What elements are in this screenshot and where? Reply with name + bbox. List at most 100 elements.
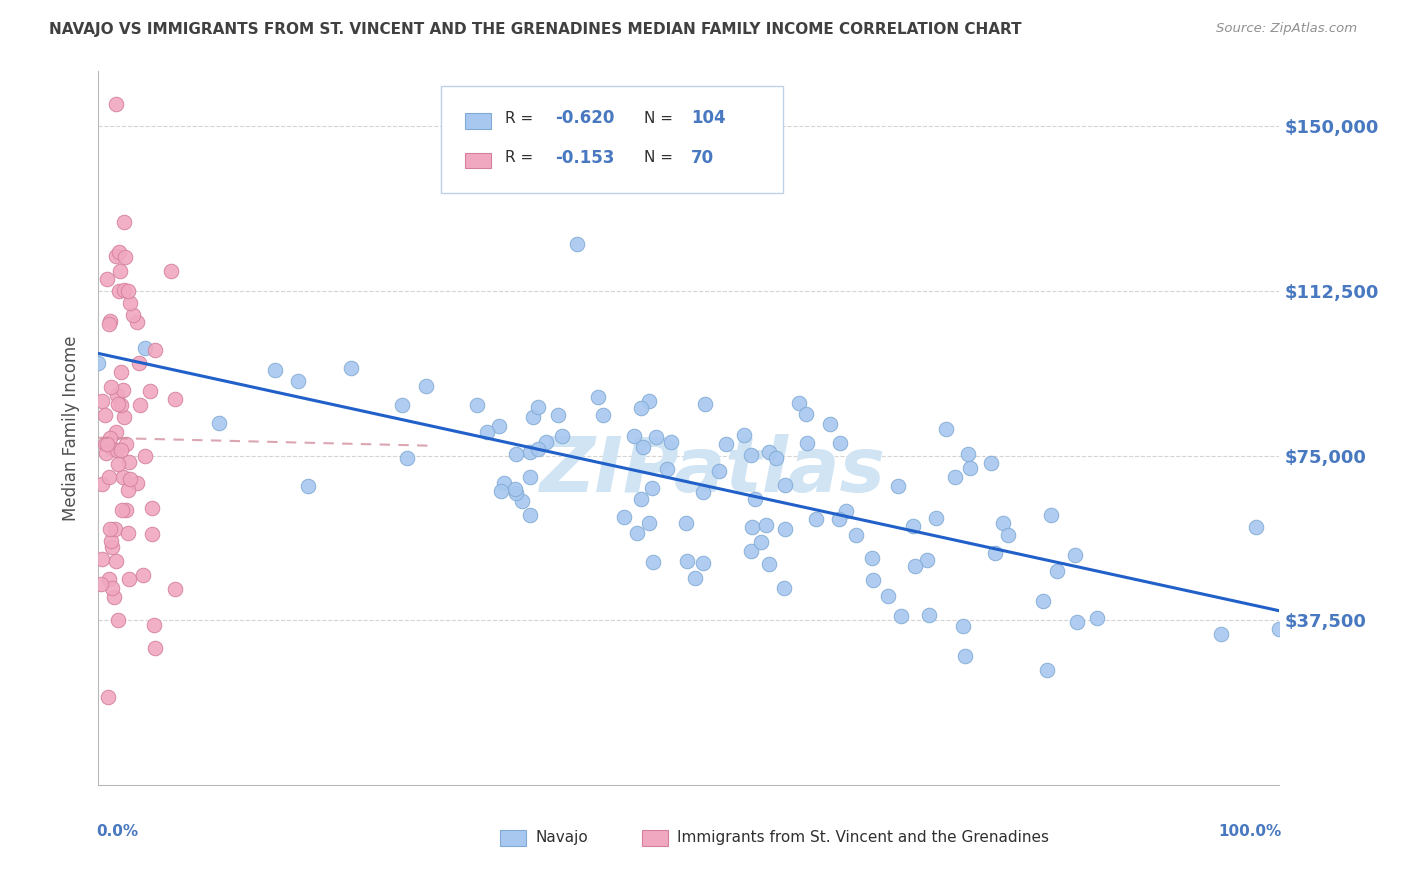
Point xyxy=(754,518,776,533)
Y-axis label: Median Family Income: Median Family Income xyxy=(62,335,80,521)
Point xyxy=(143,343,166,357)
Point xyxy=(692,556,714,570)
Point xyxy=(659,435,682,450)
Point xyxy=(641,481,664,495)
Point xyxy=(94,437,117,451)
Point xyxy=(862,573,884,587)
Point xyxy=(645,430,668,444)
Point xyxy=(626,526,648,541)
Point xyxy=(97,469,120,483)
Point xyxy=(692,485,714,500)
Point xyxy=(1032,594,1054,608)
Point xyxy=(97,690,120,705)
Text: Navajo: Navajo xyxy=(536,830,588,846)
Point xyxy=(758,445,780,459)
Point xyxy=(890,609,912,624)
Point xyxy=(98,431,121,445)
Text: 0.0%: 0.0% xyxy=(96,824,138,839)
Point xyxy=(953,649,976,664)
Point xyxy=(519,469,541,483)
Point xyxy=(103,590,125,604)
Point xyxy=(980,456,1002,470)
Point xyxy=(984,546,1007,560)
Point xyxy=(740,544,762,558)
Point xyxy=(104,425,127,440)
FancyBboxPatch shape xyxy=(501,830,526,846)
Point xyxy=(707,463,730,477)
Point xyxy=(740,448,762,462)
Point xyxy=(676,554,699,568)
Point xyxy=(107,284,129,298)
Point xyxy=(125,315,148,329)
Point xyxy=(114,409,136,424)
Point xyxy=(115,503,138,517)
Point xyxy=(935,422,957,436)
FancyBboxPatch shape xyxy=(641,830,668,846)
Point xyxy=(118,455,141,469)
Point xyxy=(118,472,141,486)
Text: R =: R = xyxy=(505,111,538,126)
Point xyxy=(510,493,533,508)
Point xyxy=(111,383,134,397)
Text: Source: ZipAtlas.com: Source: ZipAtlas.com xyxy=(1216,22,1357,36)
Point xyxy=(643,554,665,568)
Point xyxy=(112,215,135,229)
Point xyxy=(630,401,652,416)
Text: NAVAJO VS IMMIGRANTS FROM ST. VINCENT AND THE GRENADINES MEDIAN FAMILY INCOME CO: NAVAJO VS IMMIGRANTS FROM ST. VINCENT AN… xyxy=(49,22,1022,37)
Point xyxy=(110,443,132,458)
Point xyxy=(287,374,309,388)
Point xyxy=(551,428,574,442)
Point xyxy=(1246,520,1268,534)
Point xyxy=(110,365,132,379)
Point xyxy=(505,486,527,500)
Point xyxy=(638,516,661,531)
Point xyxy=(1036,663,1059,677)
Point xyxy=(104,97,127,112)
Point xyxy=(122,308,145,322)
Point xyxy=(105,443,128,458)
Point xyxy=(98,522,121,536)
Point xyxy=(108,244,131,259)
Point xyxy=(97,572,120,586)
Point xyxy=(110,264,132,278)
Point xyxy=(112,470,135,484)
FancyBboxPatch shape xyxy=(464,153,491,169)
Point xyxy=(117,285,139,299)
Point xyxy=(415,379,437,393)
Point xyxy=(207,416,229,430)
Point xyxy=(917,553,939,567)
Point xyxy=(758,557,780,571)
Point xyxy=(128,356,150,370)
Point xyxy=(925,510,948,524)
Point xyxy=(1066,615,1088,630)
Point xyxy=(655,462,678,476)
Point xyxy=(835,504,858,518)
FancyBboxPatch shape xyxy=(464,113,491,129)
Point xyxy=(111,503,134,517)
Point xyxy=(886,479,908,493)
Point xyxy=(104,553,127,567)
Point xyxy=(492,475,515,490)
Point xyxy=(104,522,127,536)
Point xyxy=(94,446,117,460)
Point xyxy=(773,522,796,536)
Point xyxy=(488,418,510,433)
Point xyxy=(1046,564,1069,578)
Point xyxy=(637,393,659,408)
Point xyxy=(117,526,139,541)
Text: N =: N = xyxy=(644,111,678,126)
Point xyxy=(87,356,110,370)
Point xyxy=(586,390,609,404)
Point xyxy=(98,314,121,328)
Point xyxy=(1268,622,1291,636)
Text: 100.0%: 100.0% xyxy=(1219,824,1282,839)
Point xyxy=(675,516,697,530)
Point xyxy=(105,387,128,401)
Point xyxy=(107,458,129,472)
Point xyxy=(733,428,755,442)
Point xyxy=(264,363,287,377)
Point xyxy=(862,551,884,566)
Point xyxy=(91,394,114,409)
Text: -0.153: -0.153 xyxy=(555,149,614,167)
Point xyxy=(128,398,150,412)
